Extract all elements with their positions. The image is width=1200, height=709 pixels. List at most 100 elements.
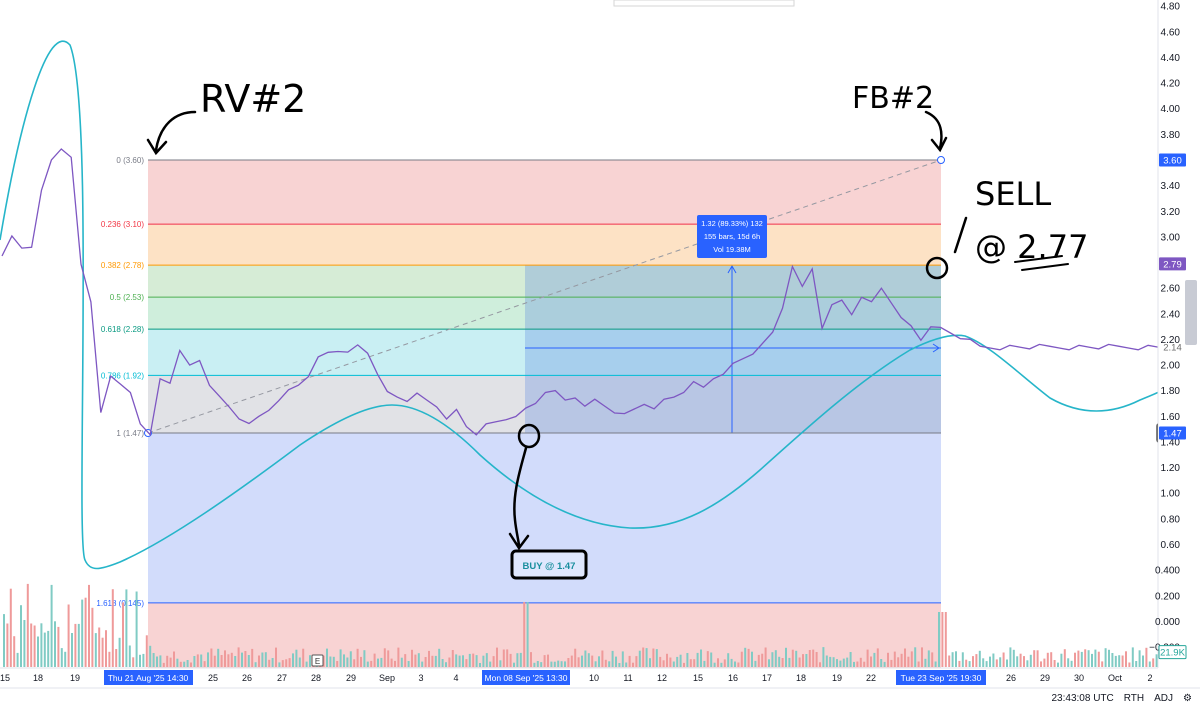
volume-bar — [77, 623, 80, 667]
price-badge — [1159, 257, 1186, 271]
price-badge — [1158, 645, 1187, 660]
volume-bar — [1087, 650, 1090, 667]
volume-bar — [458, 655, 461, 667]
settings-gear-icon[interactable]: ⚙ — [1183, 693, 1192, 704]
volume-bar — [302, 648, 305, 667]
volume-bar — [50, 584, 53, 667]
volume-bar — [890, 659, 893, 667]
earnings-marker[interactable] — [311, 654, 324, 667]
volume-bar — [798, 657, 801, 667]
volume-bar — [380, 657, 383, 667]
volume-bar — [730, 658, 733, 667]
volume-bar — [581, 655, 583, 667]
volume-bar — [842, 658, 845, 667]
volume-bar — [156, 656, 158, 667]
measure-arrow-up — [727, 264, 737, 274]
volume-bar — [1040, 661, 1042, 667]
volume-bar — [917, 661, 920, 667]
volume-bar — [91, 607, 94, 667]
volume-bar — [23, 620, 26, 667]
trend-anchor-end[interactable] — [937, 156, 945, 164]
price-badges: 3.60 2.79 2.14 1.47 21.9K — [1158, 153, 1187, 660]
volume-bar — [1148, 661, 1151, 667]
volume-bar — [111, 589, 114, 667]
volume-bar — [258, 655, 260, 667]
volume-bar — [1006, 659, 1008, 667]
volume-bar — [642, 647, 645, 667]
volume-bar — [152, 653, 155, 667]
time-axis-ticks: 15 18 19 25 26 27 28 29 Sep 3 4 10 11 12 15 16 17 18 19 22 2… — [0, 673, 1153, 683]
volume-bar — [448, 657, 451, 667]
volume-bar — [1026, 660, 1029, 667]
volume-bar — [1108, 649, 1110, 667]
volume-bar — [285, 659, 288, 667]
fib-trend-line[interactable] — [147, 159, 942, 434]
price-tick: 2.40 — [1161, 309, 1181, 320]
volume-bar — [241, 652, 243, 667]
volume-bar — [649, 658, 651, 667]
volume-bar — [43, 632, 46, 667]
volume-bar — [601, 650, 604, 667]
status-adj[interactable]: ADJ — [1154, 693, 1174, 704]
volume-bar — [808, 650, 811, 667]
volume-bar — [740, 651, 743, 667]
volume-bar — [1094, 649, 1097, 667]
fib-band-05-0618 — [148, 297, 941, 329]
volume-bar — [829, 656, 832, 667]
price-axis-scroll[interactable] — [1185, 280, 1197, 345]
volume-bar — [1019, 653, 1022, 667]
time-tick: 10 — [589, 673, 599, 683]
volume-bar — [370, 660, 373, 667]
price-badge — [1159, 153, 1186, 167]
status-time[interactable]: 23:43:08 UTC — [1051, 693, 1114, 704]
volume-bar — [145, 635, 148, 667]
volume-bar — [1101, 661, 1104, 667]
volume-bar — [516, 653, 519, 667]
status-session[interactable]: RTH — [1123, 693, 1145, 704]
price-tick: 0.400 — [1155, 566, 1180, 577]
volume-bar — [336, 661, 339, 667]
volume-bar — [489, 661, 492, 667]
volume-bar — [492, 656, 495, 667]
volume-bar — [873, 652, 876, 667]
volume-bar — [553, 661, 556, 667]
volume-bar — [281, 660, 284, 667]
volume-bar — [101, 637, 104, 667]
volume-bar — [723, 659, 726, 667]
time-tick: 2 — [1147, 673, 1152, 683]
date-range-measure-box[interactable] — [525, 265, 941, 433]
volume-bar — [400, 657, 403, 667]
volume-bar — [584, 650, 587, 667]
volume-bar — [625, 662, 628, 667]
volume-bar — [445, 662, 447, 667]
volume-bar — [734, 661, 736, 667]
volume-bar — [200, 654, 203, 667]
volume-bar — [683, 662, 685, 667]
volume-bar — [377, 658, 379, 667]
volume-bar — [574, 648, 577, 667]
top-toolbar-tab[interactable] — [613, 0, 795, 7]
volume-bar — [710, 652, 713, 667]
time-axis[interactable]: 15 18 19 25 26 27 28 29 Sep 3 4 10 11 12 15 16 17 18 19 22 2… — [0, 654, 1200, 688]
volume-bar — [951, 652, 954, 667]
price-axis[interactable]: 4.80 4.60 4.40 4.20 4.00 3.80 3.60 3.40 3.20 3.00… — [1149, 0, 1200, 672]
volume-bar — [20, 605, 22, 667]
volume-bar — [462, 655, 464, 667]
time-tick: 19 — [70, 673, 80, 683]
volume-bar — [832, 657, 835, 667]
volume-bar — [356, 648, 359, 667]
volume-bar — [768, 659, 770, 667]
volume-bar — [927, 650, 930, 667]
volume-bar — [244, 651, 247, 667]
volume-bar — [846, 657, 849, 667]
volume-bar — [227, 654, 230, 667]
volume-bar — [128, 645, 131, 667]
volume-bar — [230, 652, 233, 667]
time-tick: 17 — [762, 673, 772, 683]
volume-bar — [1142, 655, 1144, 667]
volume-bar — [880, 659, 883, 667]
volume-bar — [1121, 655, 1124, 667]
measure-tooltip: 1.32 (89.33%) 132 155 bars, 15d 6h Vol 1… — [697, 215, 767, 258]
volume-bar — [438, 648, 441, 667]
